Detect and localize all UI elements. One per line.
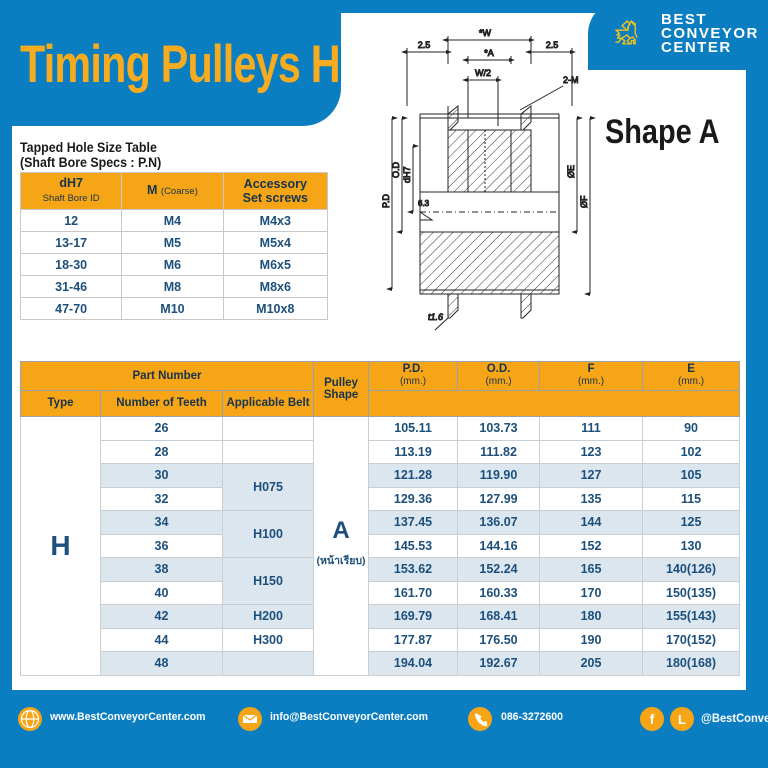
- svg-text:*A: *A: [484, 48, 494, 58]
- svg-text:2.5: 2.5: [418, 40, 431, 50]
- svg-text:O.D: O.D: [391, 161, 401, 178]
- svg-text:2-M: 2-M: [563, 75, 579, 85]
- svg-text:6.3: 6.3: [418, 199, 430, 208]
- svg-text:2.5: 2.5: [546, 40, 559, 50]
- svg-text:W/2: W/2: [475, 68, 491, 78]
- svg-text:dH7: dH7: [402, 166, 412, 183]
- svg-text:*W: *W: [479, 28, 492, 38]
- svg-text:f: f: [650, 711, 655, 727]
- svg-text:L: L: [678, 712, 686, 727]
- svg-text:P.D: P.D: [381, 194, 391, 208]
- svg-text:ØE: ØE: [566, 165, 576, 178]
- svg-text:ØF: ØF: [579, 195, 589, 208]
- svg-text:t1.6: t1.6: [428, 312, 443, 322]
